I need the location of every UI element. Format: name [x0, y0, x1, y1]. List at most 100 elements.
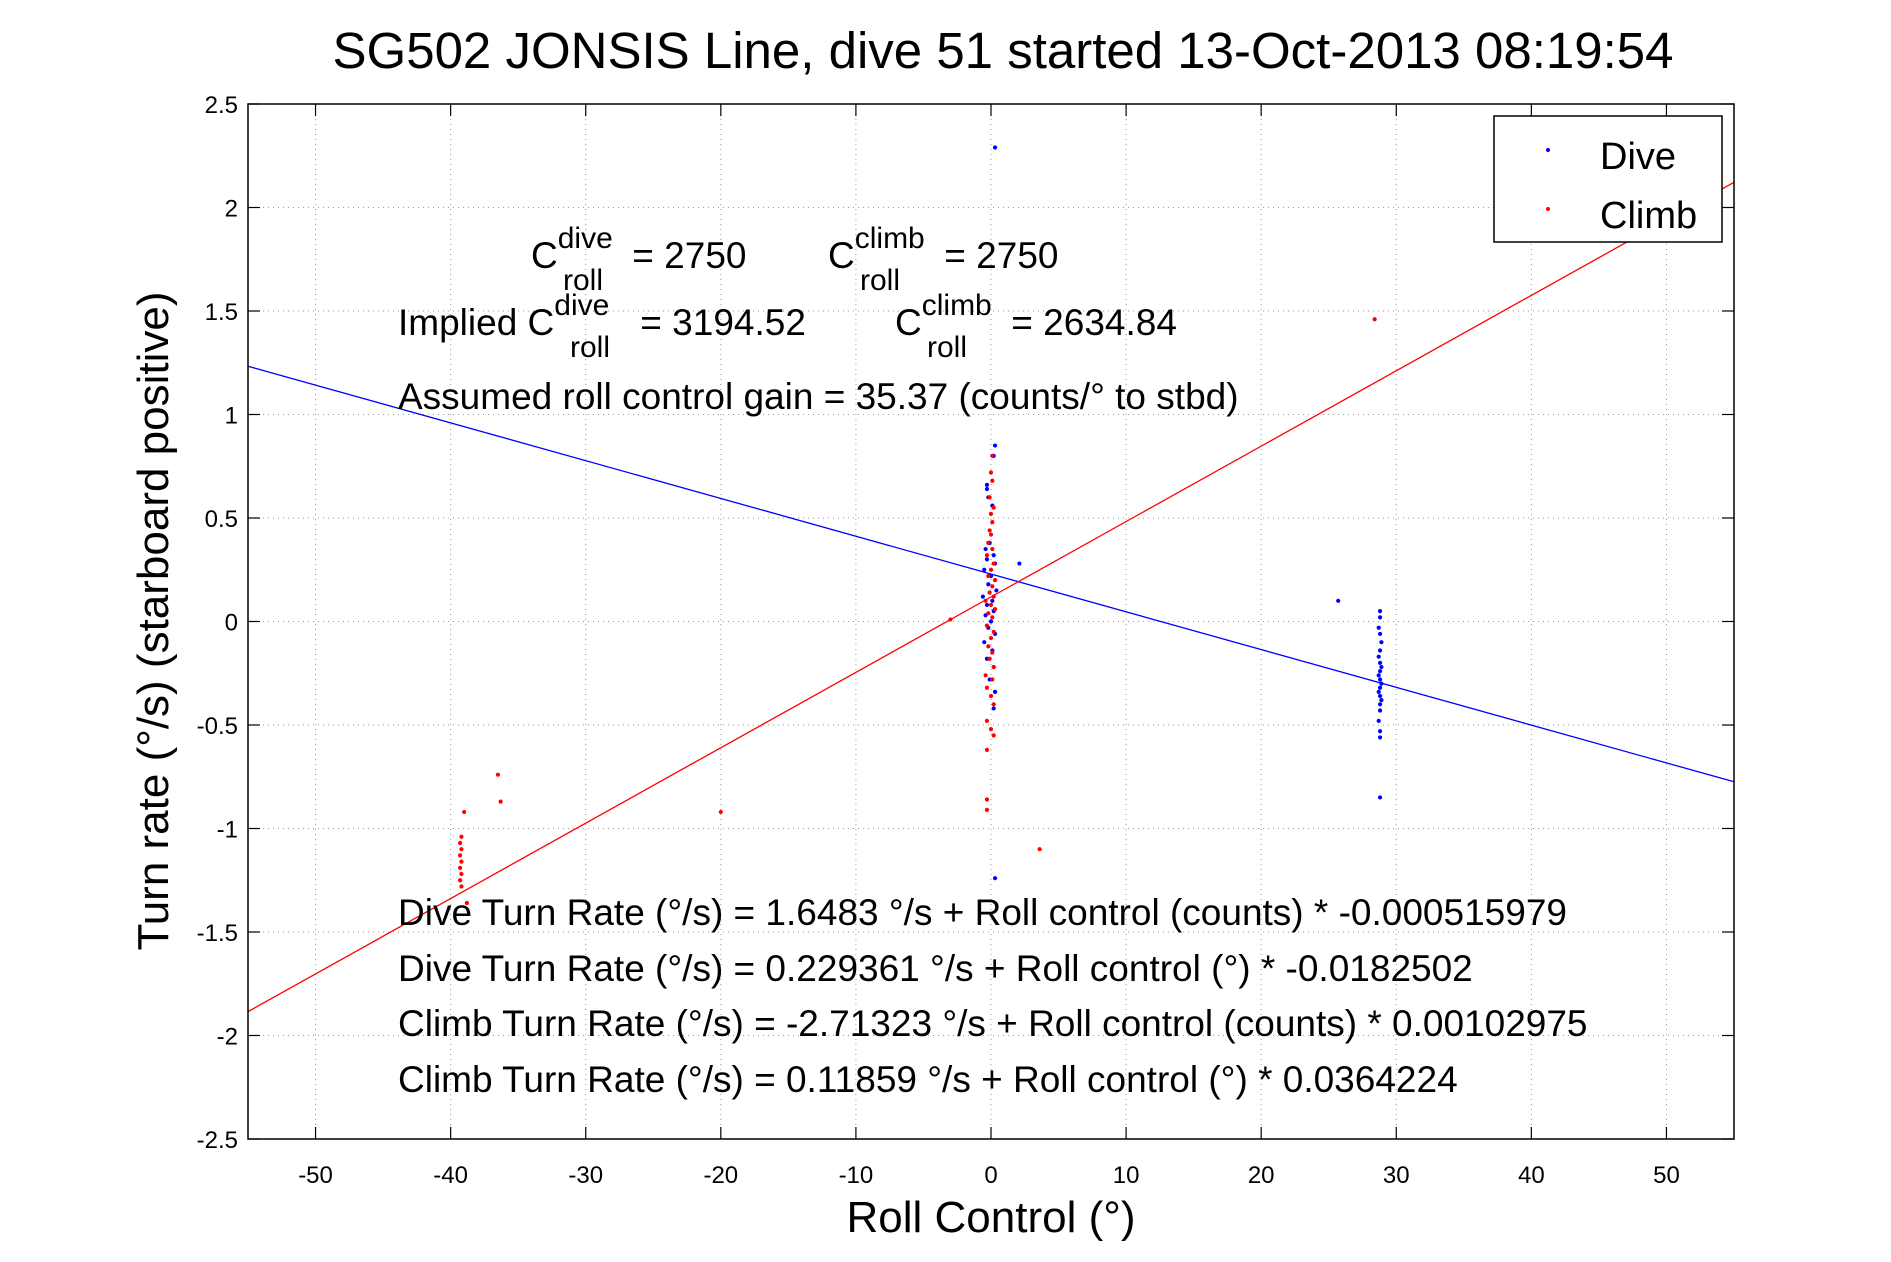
annotation-implied-climb-base: C	[895, 302, 922, 343]
point-dive	[992, 443, 998, 448]
point-climb	[988, 602, 994, 608]
point-climb	[990, 453, 995, 458]
point-climb	[984, 553, 990, 558]
point-dive	[992, 876, 998, 881]
point-dive	[1376, 654, 1381, 659]
point-dive	[1379, 640, 1384, 645]
point-climb	[459, 847, 464, 852]
legend-climb-label: Climb	[1600, 195, 1697, 237]
point-dive	[1377, 685, 1383, 690]
point-dive	[1376, 689, 1381, 694]
point-climb	[988, 470, 994, 475]
annotation-c-dive-value: = 2750	[622, 235, 746, 276]
point-dive	[982, 567, 987, 572]
y-tick-label: -1	[217, 817, 238, 844]
point-dive	[1377, 795, 1383, 800]
x-tick-label: -40	[433, 1162, 468, 1189]
point-dive	[1336, 598, 1341, 603]
x-tick-label: 50	[1653, 1162, 1680, 1189]
point-climb	[992, 606, 998, 612]
point-dive	[988, 619, 994, 624]
point-climb	[990, 546, 995, 552]
y-tick-label: 2	[225, 196, 238, 223]
point-dive	[991, 553, 996, 558]
point-dive	[990, 598, 995, 603]
legend: Dive Climb	[1493, 115, 1723, 243]
point-dive	[1377, 729, 1383, 734]
point-climb	[987, 590, 992, 595]
point-dive	[1379, 664, 1384, 670]
point-climb	[987, 495, 992, 500]
point-climb	[984, 797, 990, 802]
point-climb	[1372, 317, 1377, 322]
y-tick-label: -1.5	[197, 920, 238, 947]
point-climb	[948, 617, 953, 622]
point-climb	[495, 772, 501, 777]
point-dive	[1377, 615, 1383, 620]
x-tick-label: 30	[1383, 1162, 1410, 1189]
point-dive	[1376, 673, 1381, 678]
point-climb	[987, 528, 992, 533]
point-climb	[986, 540, 991, 545]
y-tick-label: 1.5	[205, 299, 238, 326]
point-climb	[991, 594, 996, 599]
point-climb	[498, 799, 503, 804]
annotation-implied-dive-sub: roll	[570, 331, 610, 364]
point-dive	[982, 640, 987, 645]
annotation-implied-dive: Implied Cdive roll = 3194.52	[398, 289, 806, 364]
point-climb	[988, 693, 994, 699]
annotation-c-climb-value: = 2750	[934, 235, 1058, 276]
point-climb	[983, 673, 988, 678]
annotation-implied-dive-sup: dive	[554, 289, 609, 322]
point-climb	[718, 809, 723, 815]
point-dive	[1017, 561, 1022, 566]
annotation-c-climb: Cclimb roll = 2750	[828, 222, 1058, 297]
point-dive	[984, 486, 990, 492]
point-dive	[980, 594, 985, 599]
point-climb	[986, 573, 991, 579]
x-tick-label: -20	[703, 1162, 738, 1189]
point-climb	[991, 561, 996, 566]
point-climb	[984, 747, 990, 752]
point-climb	[990, 520, 995, 525]
legend-dive-label: Dive	[1600, 136, 1676, 178]
point-climb	[990, 615, 995, 620]
point-climb	[984, 623, 990, 628]
point-climb	[991, 629, 996, 634]
point-climb	[990, 478, 995, 483]
point-climb	[459, 884, 464, 889]
legend-dive-marker	[1546, 148, 1550, 152]
annotation-eq2: Dive Turn Rate (°/s) = 0.229361 °/s + Ro…	[398, 948, 1473, 989]
point-climb	[986, 611, 991, 616]
y-tick-label: 0	[225, 610, 238, 637]
point-climb	[988, 511, 994, 516]
x-tick-label: 40	[1518, 1162, 1545, 1189]
x-tick-label: 10	[1113, 1162, 1140, 1189]
x-tick-label: 20	[1248, 1162, 1275, 1189]
annotation-c-climb-sub: roll	[860, 264, 900, 297]
point-dive	[992, 689, 998, 694]
point-climb	[459, 871, 464, 877]
annotation-implied-prefix: Implied C	[398, 302, 554, 343]
point-dive	[1377, 609, 1383, 614]
fit-line-climb-fit	[247, 181, 1735, 1013]
data-points	[457, 145, 1384, 906]
annotation-implied-climb-sup: climb	[922, 289, 992, 322]
point-climb	[459, 859, 464, 864]
point-dive	[984, 557, 990, 562]
point-climb	[457, 878, 463, 883]
legend-climb-marker	[1546, 207, 1550, 211]
annotation-implied-climb: Cclimb roll = 2634.84	[895, 289, 1177, 364]
point-dive	[1377, 702, 1383, 707]
point-climb	[984, 807, 990, 812]
y-tick-label: -2	[217, 1024, 238, 1051]
y-axis-label: Turn rate (°/s) (starboard positive)	[129, 291, 178, 950]
point-climb	[991, 664, 996, 670]
point-dive	[1379, 681, 1384, 686]
point-dive	[984, 482, 990, 487]
point-climb	[991, 733, 996, 738]
point-dive	[991, 706, 996, 711]
point-dive	[1376, 625, 1381, 630]
point-dive	[992, 145, 998, 150]
point-dive	[1377, 631, 1383, 637]
